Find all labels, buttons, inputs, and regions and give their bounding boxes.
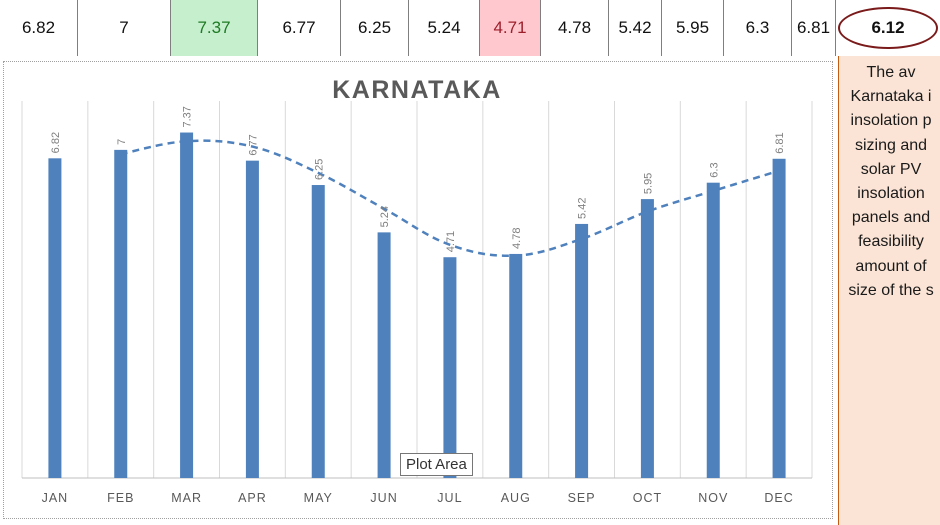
data-label-jan: 6.82 <box>50 132 62 153</box>
data-label-dec: 6.81 <box>774 132 786 153</box>
bar-jun <box>377 232 391 478</box>
cell-oct[interactable]: 5.95 <box>662 0 724 56</box>
cell-dec[interactable]: 6.81 <box>792 0 836 56</box>
description-line: size of the s <box>848 281 934 299</box>
cell-jul[interactable]: 4.71 <box>480 0 541 56</box>
data-label-aug: 4.78 <box>511 228 523 249</box>
description-line: Karnataka i <box>850 88 932 106</box>
description-line: feasibility <box>858 233 924 251</box>
description-line: amount of <box>855 257 927 275</box>
description-line: insolation p <box>850 112 932 130</box>
x-tick-label-mar: MAR <box>171 491 202 505</box>
x-tick-label-oct: OCT <box>633 491 662 505</box>
cell-feb[interactable]: 7 <box>78 0 171 56</box>
x-tick-label-sep: SEP <box>568 491 596 505</box>
bar-dec <box>772 158 786 478</box>
description-text: The av Karnataka i insolation p sizing and s… <box>839 61 940 303</box>
x-tick-label-aug: AUG <box>501 491 531 505</box>
bar-jul <box>443 257 457 478</box>
cell-apr[interactable]: 6.77 <box>258 0 341 56</box>
x-tick-label-jan: JAN <box>42 491 69 505</box>
data-label-oct: 5.95 <box>642 173 654 194</box>
average-value: 6.12 <box>871 18 905 37</box>
x-tick-label-feb: FEB <box>107 491 134 505</box>
description-line: sizing and <box>854 136 928 154</box>
cell-nov[interactable]: 6.3 <box>724 0 792 56</box>
cell-aug[interactable]: 4.78 <box>541 0 609 56</box>
x-tick-label-apr: APR <box>238 491 267 505</box>
bar-nov <box>706 182 720 478</box>
data-label-apr: 6.77 <box>247 134 259 155</box>
average-highlight-ring: 6.12 <box>838 7 938 49</box>
x-tick-label-nov: NOV <box>698 491 728 505</box>
description-line: The av <box>866 64 916 81</box>
data-label-mar: 7.37 <box>182 106 194 127</box>
plot-area-tooltip: Plot Area <box>400 453 473 476</box>
description-panel: The av Karnataka i insolation p sizing and s… <box>838 56 940 525</box>
data-label-nov: 6.3 <box>708 162 720 177</box>
description-line: insolation <box>857 185 925 203</box>
bar-apr <box>245 160 259 478</box>
cell-jun[interactable]: 5.24 <box>409 0 480 56</box>
bar-mar <box>180 132 194 478</box>
chart-area[interactable]: KARNATAKA 6.82 7 7.37 6.77 6.25 5.24 4.71 4.78 5… <box>0 56 838 525</box>
bar-aug <box>509 253 523 478</box>
cell-jan[interactable]: 6.82 <box>0 0 78 56</box>
bar-sep <box>575 223 589 478</box>
bar-feb <box>114 149 128 478</box>
moving-average-trendline <box>120 139 780 258</box>
cell-may[interactable]: 6.25 <box>341 0 409 56</box>
description-line: solar PV <box>860 160 922 178</box>
data-label-jun: 5.24 <box>379 206 391 227</box>
x-tick-label-dec: DEC <box>764 491 793 505</box>
bar-may <box>311 185 325 478</box>
monthly-values-row: 6.82 7 7.37 6.77 6.25 5.24 4.71 4.78 5.4… <box>0 0 940 57</box>
chart-border <box>3 61 833 519</box>
cell-mar[interactable]: 7.37 <box>171 0 258 56</box>
data-label-feb: 7 <box>116 139 128 145</box>
cell-average[interactable]: 6.12 <box>836 0 940 56</box>
plot-area[interactable]: 6.82 7 7.37 6.77 6.25 5.24 4.71 4.78 5.42 5.95 6.3… <box>0 56 838 525</box>
description-line: panels and <box>851 209 931 227</box>
data-label-jul: 4.71 <box>445 231 457 252</box>
cell-sep[interactable]: 5.42 <box>609 0 662 56</box>
x-tick-label-may: MAY <box>304 491 333 505</box>
chart-title[interactable]: KARNATAKA <box>332 76 502 104</box>
bar-oct <box>640 199 654 478</box>
bar-jan <box>48 158 62 478</box>
x-tick-label-jul: JUL <box>437 491 462 505</box>
data-label-sep: 5.42 <box>577 198 589 219</box>
x-tick-label-jun: JUN <box>370 491 397 505</box>
data-label-may: 6.25 <box>313 159 325 180</box>
